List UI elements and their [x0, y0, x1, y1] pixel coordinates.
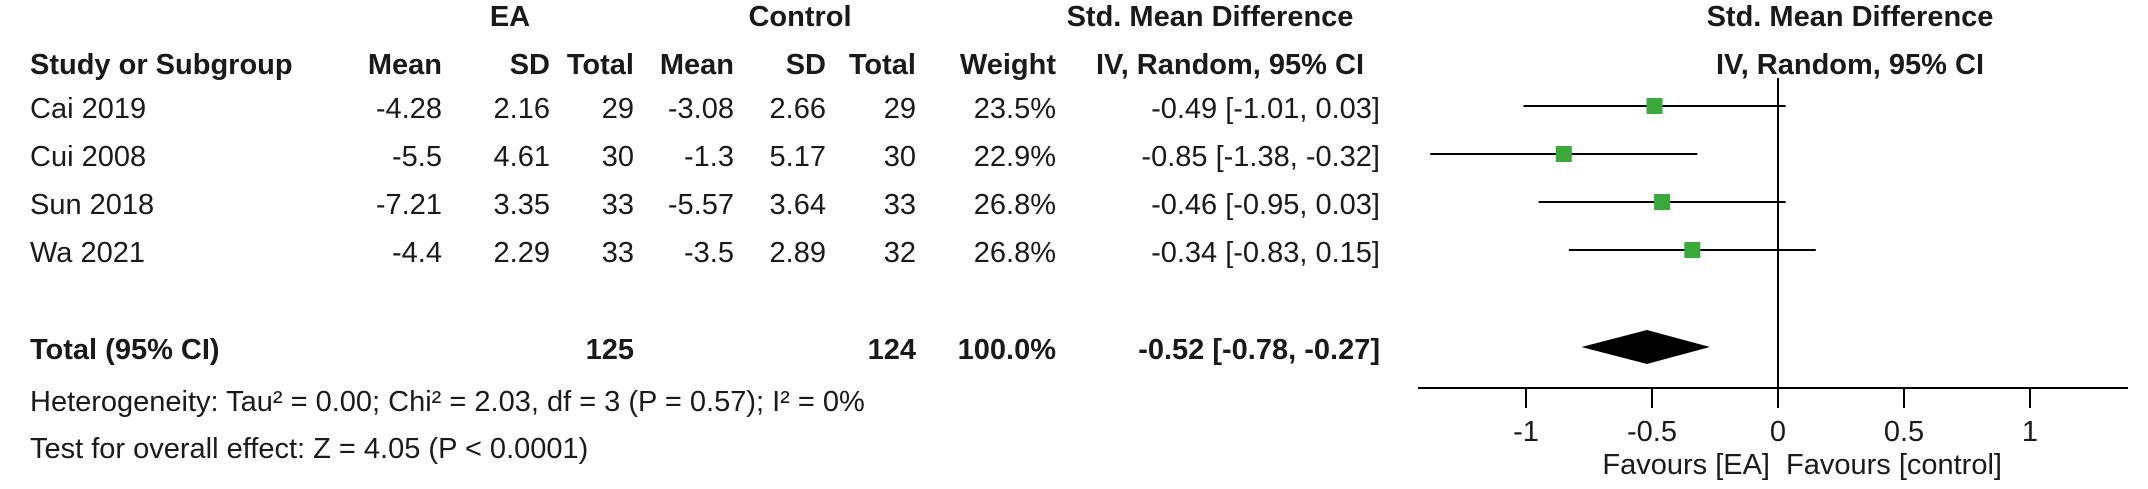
ea-sd: 4.61: [493, 141, 550, 173]
control-mean: -3.08: [667, 93, 734, 125]
plot-method-header: IV, Random, 95% CI: [1715, 49, 1985, 81]
control-mean: -5.57: [667, 189, 734, 221]
total-weight: 100.0%: [957, 334, 1056, 366]
favours-ea-label: Favours [EA]: [1602, 449, 1770, 481]
ea-mean: -5.5: [392, 141, 442, 173]
study-point-marker: [1646, 98, 1663, 114]
heterogeneity-text: Heterogeneity: Tau² = 0.00; Chi² = 2.03,…: [30, 386, 865, 418]
effect-header: Std. Mean Difference: [1066, 1, 1354, 33]
x-tick-label: -1: [1513, 416, 1539, 448]
overall-effect-text: Test for overall effect: Z = 4.05 (P < 0…: [30, 433, 589, 465]
ea-mean: -7.21: [375, 189, 442, 221]
ea-mean: -4.4: [392, 237, 442, 269]
x-tick-label: -0.5: [1627, 416, 1677, 448]
ea-total: 30: [601, 141, 634, 173]
ea-sd: 2.16: [493, 93, 550, 125]
control-total-sum: 124: [867, 334, 916, 366]
weight-header: Weight: [959, 49, 1056, 81]
study-name: Cui 2008: [30, 141, 147, 173]
study-point-marker: [1555, 146, 1572, 162]
study-name: Sun 2018: [30, 189, 155, 221]
control-sd: 2.66: [769, 93, 826, 125]
total-label: Total (95% CI): [30, 334, 220, 366]
x-tick-label: 0.5: [1884, 416, 1924, 448]
weight: 23.5%: [973, 93, 1056, 125]
weight: 26.8%: [973, 189, 1056, 221]
study-name: Cai 2019: [30, 93, 147, 125]
pooled-diamond: [1581, 330, 1710, 364]
control-total-header: Total: [848, 49, 916, 81]
study-point-marker: [1654, 194, 1671, 210]
ea-group-header: EA: [489, 1, 531, 33]
weight: 22.9%: [973, 141, 1056, 173]
plot-header: Std. Mean Difference: [1706, 1, 1994, 33]
ea-total-sum: 125: [585, 334, 634, 366]
study-column-header: Study or Subgroup: [30, 49, 293, 81]
x-tick-label: 1: [2022, 416, 2038, 448]
study-name: Wa 2021: [30, 237, 145, 269]
ea-total: 33: [601, 189, 634, 221]
ea-sd-header: SD: [509, 49, 550, 81]
control-sd: 3.64: [769, 189, 826, 221]
control-mean: -1.3: [684, 141, 734, 173]
control-mean: -3.5: [684, 237, 734, 269]
ea-total: 33: [601, 237, 634, 269]
ea-total-header: Total: [566, 49, 634, 81]
ea-sd: 2.29: [493, 237, 550, 269]
control-total: 33: [883, 189, 916, 221]
effect-ci: -0.49 [-1.01, 0.03]: [1151, 93, 1380, 125]
pooled-effect-ci: -0.52 [-0.78, -0.27]: [1138, 334, 1380, 366]
control-mean-header: Mean: [659, 49, 734, 81]
method-header: IV, Random, 95% CI: [1095, 49, 1365, 81]
study-point-marker: [1684, 242, 1701, 258]
control-total: 32: [883, 237, 916, 269]
favours-control-label: Favours [control]: [1786, 449, 2002, 481]
effect-ci: -0.46 [-0.95, 0.03]: [1151, 189, 1380, 221]
control-total: 29: [883, 93, 916, 125]
weight: 26.8%: [973, 237, 1056, 269]
control-sd-header: SD: [785, 49, 826, 81]
x-tick-label: 0: [1770, 416, 1786, 448]
effect-ci: -0.85 [-1.38, -0.32]: [1141, 141, 1380, 173]
effect-ci: -0.34 [-0.83, 0.15]: [1151, 237, 1380, 269]
ea-mean-header: Mean: [367, 49, 442, 81]
control-total: 30: [883, 141, 916, 173]
control-group-header: Control: [748, 1, 852, 33]
ea-sd: 3.35: [493, 189, 550, 221]
control-sd: 2.89: [769, 237, 826, 269]
control-sd: 5.17: [769, 141, 826, 173]
ea-total: 29: [601, 93, 634, 125]
ea-mean: -4.28: [375, 93, 442, 125]
